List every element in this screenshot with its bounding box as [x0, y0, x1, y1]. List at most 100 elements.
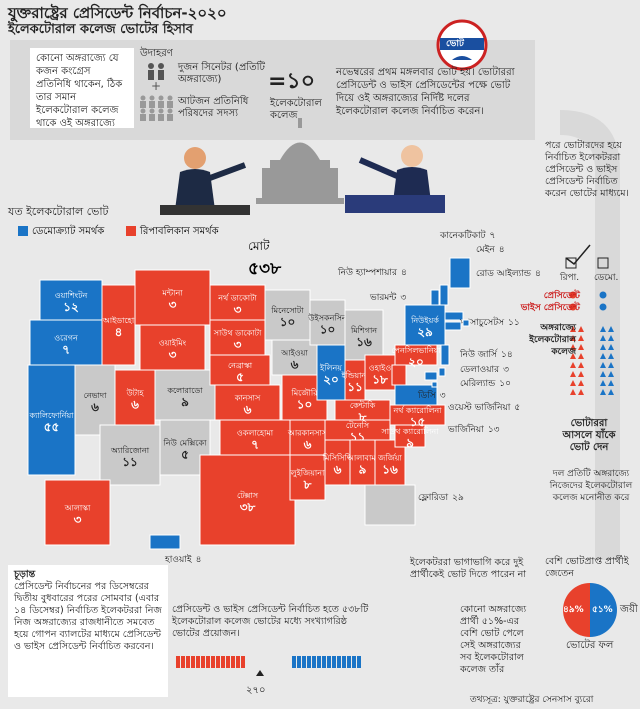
trump-photo: [160, 147, 250, 215]
state: [404, 304, 446, 346]
candidate-icon: [569, 303, 577, 311]
bar-icon: [312, 656, 316, 668]
state-name: মন্টানা: [161, 289, 183, 298]
check-mark: [565, 244, 591, 266]
bar-icon: [352, 656, 356, 668]
state: [316, 344, 346, 401]
college-state-label: অঙ্গরাজ্যে ইলেকটোরাল কলেজ: [529, 323, 576, 357]
split-rule: কোনো অঙ্গরাজ্যে প্রার্থী ৫১%-এর বেশি ভোট…: [460, 604, 527, 675]
state-votes: ৬: [244, 403, 252, 417]
state-name: লুইজিয়ানা: [290, 469, 325, 478]
person-icon: [140, 108, 146, 114]
state-votes: ৬: [131, 398, 139, 412]
legend-label: ডেমোক্র্যাট সমর্থক: [32, 224, 105, 237]
state-name: নিউ মেক্সিকো: [163, 438, 208, 448]
state-votes: ৭: [251, 438, 259, 452]
state-votes: ২০: [408, 355, 424, 369]
state: [391, 364, 407, 386]
bar-icon: [337, 656, 341, 668]
elector-icon: [570, 362, 576, 368]
state: [444, 311, 464, 321]
ballot-box: [597, 257, 609, 269]
college-label: ইলেকটোরাল কলেজ: [270, 98, 322, 121]
state: [364, 354, 396, 391]
state: [349, 439, 376, 486]
state-name: আইওয়া: [280, 349, 308, 358]
state-votes: ৫: [514, 403, 520, 413]
state-votes: ৩: [74, 513, 82, 527]
state-votes: ২৯: [417, 325, 433, 339]
marker: [256, 670, 264, 676]
state-votes: ৩৮: [240, 500, 256, 514]
elector-icon: [600, 371, 606, 377]
bar-icon: [357, 656, 361, 668]
state-name: টেনেসি: [346, 420, 370, 430]
state: [431, 381, 438, 388]
state-votes: ৪: [196, 555, 202, 565]
elector-icon: [608, 362, 614, 368]
person-icon: [167, 114, 173, 121]
elector-icon: [570, 344, 576, 350]
elector-icon: [608, 389, 614, 395]
equals-ten: =১০: [268, 69, 316, 94]
state-name: ওয়াশিংটন: [55, 290, 88, 300]
state-name: কেন্টাকি: [350, 401, 376, 410]
state-votes: ১০: [297, 398, 313, 412]
state-name: উইসকনসিন: [307, 313, 347, 323]
state-votes: ৬: [304, 438, 312, 452]
state-name: অ্যারিজোনা: [110, 446, 150, 455]
person-icon: [140, 95, 146, 101]
bar-icon: [176, 656, 180, 668]
state-name: ওকলাহোমা: [237, 429, 274, 438]
state: [424, 371, 438, 381]
biden-photo: [345, 145, 445, 213]
state: [439, 284, 449, 306]
party-label: দল প্রতিটি অঙ্গরাজ্যে নিজেদের ইলেকটোরাল …: [549, 469, 633, 503]
elector-icon: [578, 389, 584, 395]
president-label: প্রেসিডেন্ট: [543, 291, 580, 301]
elector-icon: [608, 380, 614, 386]
step1-text: কোনো অঙ্গরাজ্যে যে কজন কংগ্রেস প্রতিনিধি…: [30, 48, 134, 129]
state-name: পেনসিলভানিয়া: [391, 346, 441, 355]
state-votes: ৯: [181, 395, 189, 409]
person-icon: [158, 108, 164, 114]
state: [209, 319, 266, 356]
subtitle: ইলেকটোরাল কলেজ ভোটের হিসাব: [8, 22, 193, 37]
winner-text: বেশি ভোটপ্রাপ্ত প্রার্থীই জেতেন: [545, 556, 629, 579]
elector-icon: [600, 326, 606, 332]
bar-icon: [342, 656, 346, 668]
majority-bar: [176, 656, 361, 676]
state: [199, 454, 296, 546]
representative-icons: [140, 95, 173, 121]
state-votes: ৫: [181, 448, 189, 462]
bar-icon: [216, 656, 220, 668]
state-votes: ৯: [406, 436, 414, 450]
state-name: ফ্লোরিডা: [418, 492, 448, 503]
elector-icon: [570, 389, 576, 395]
state-votes: ১৬: [382, 463, 398, 477]
state-name: ভারমন্ট: [369, 292, 397, 303]
state-votes: ৬: [334, 463, 342, 477]
result-pie: [563, 583, 617, 637]
example-label: উদাহরণ: [140, 48, 173, 59]
state: [139, 324, 206, 371]
representatives-label: আটজন প্রতিনিধি পরিষদের সদস্য: [178, 96, 249, 119]
final-panel: চূড়ান্ত প্রেসিডেন্ট নির্বাচনের পর ডিসেম…: [8, 565, 168, 697]
final-text: প্রেসিডেন্ট নির্বাচনের পর ডিসেম্বরের দ্ব…: [14, 581, 162, 652]
bar-icon: [196, 656, 200, 668]
person-icon: [158, 114, 164, 121]
elector-icon: [608, 344, 614, 350]
state: [99, 424, 161, 486]
state: [440, 344, 450, 366]
state-votes: ৪: [499, 245, 505, 255]
vice-label: ভাইস প্রেসিডেন্ট: [520, 303, 580, 313]
state-votes: ৪: [401, 268, 407, 278]
state-votes: ৩: [169, 348, 177, 362]
person-icon: [167, 108, 173, 114]
elector-icon: [578, 326, 584, 332]
elector-icon: [578, 335, 584, 341]
state-votes: ১২: [63, 300, 79, 314]
bar-icon: [317, 656, 321, 668]
